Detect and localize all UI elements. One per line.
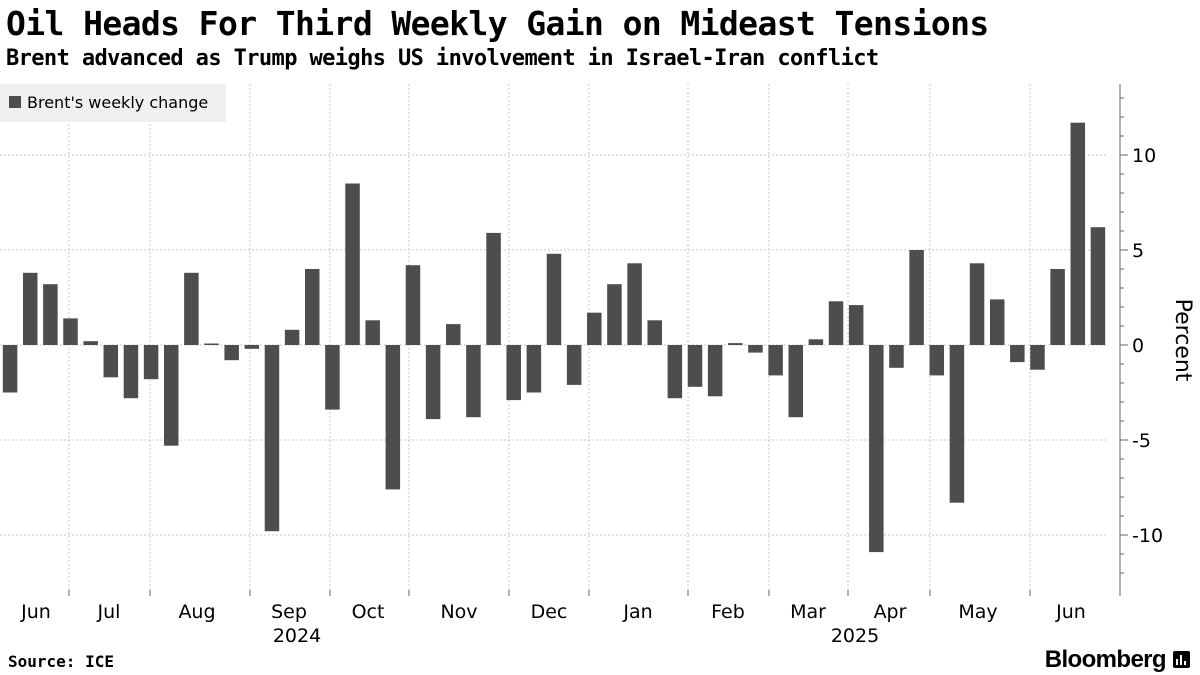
x-year-label: 2024 <box>273 625 321 647</box>
x-tick-label: Jun <box>1055 601 1086 623</box>
y-axis: 10 5 0 -5 -10 <box>1119 84 1163 596</box>
gridlines <box>0 84 1108 596</box>
bar <box>22 272 38 345</box>
legend: Brent's weekly change <box>0 84 226 122</box>
bars <box>2 122 1106 553</box>
bar <box>123 345 139 399</box>
bar <box>405 265 421 345</box>
bar <box>667 345 683 399</box>
bar <box>506 345 521 401</box>
bar <box>244 345 260 349</box>
bar <box>566 345 582 385</box>
legend-label: Brent's weekly change <box>27 93 208 112</box>
bar <box>385 345 401 490</box>
bar <box>869 345 884 553</box>
bar <box>728 343 743 345</box>
chart-title: Oil Heads For Third Weekly Gain on Midea… <box>6 4 989 43</box>
bar <box>466 345 481 418</box>
x-tick-label: Feb <box>711 601 745 623</box>
bar <box>546 253 562 345</box>
bar <box>184 272 199 345</box>
y-tick-label: -5 <box>1132 430 1151 452</box>
x-tick-label: Nov <box>440 601 477 623</box>
chart-subtitle: Brent advanced as Trump weighs US involv… <box>6 46 879 71</box>
bar <box>848 305 864 345</box>
bar <box>909 250 924 345</box>
bar <box>647 320 662 345</box>
bar <box>365 320 380 345</box>
bar <box>224 345 239 361</box>
x-year-label: 2025 <box>831 625 879 647</box>
bar <box>43 284 58 345</box>
bar <box>929 345 945 376</box>
bar <box>63 318 78 345</box>
bar <box>163 345 179 446</box>
bar <box>808 339 824 345</box>
bar <box>1050 269 1065 345</box>
bar <box>768 345 783 376</box>
y-tick-label: 0 <box>1132 335 1144 357</box>
x-tick-label: Jul <box>97 601 121 623</box>
x-axis: Jun Jul Aug Sep Oct Nov Dec Jan Feb Mar Apr May Jun 2… <box>20 590 1086 647</box>
x-tick-label: Dec <box>531 601 568 623</box>
bar <box>687 345 703 387</box>
x-tick-label: Sep <box>271 601 307 623</box>
bar <box>204 343 219 345</box>
legend-background <box>0 84 226 122</box>
bar <box>446 324 461 345</box>
source-note: Source: ICE <box>8 652 114 671</box>
y-tick-label: 10 <box>1132 145 1156 167</box>
y-axis-label: Percent <box>1170 299 1195 382</box>
bar <box>1010 345 1025 363</box>
bloomberg-logo: Bloomberg <box>1044 646 1167 673</box>
x-tick-label: Apr <box>874 601 907 623</box>
bar <box>707 345 723 397</box>
bar <box>526 345 542 393</box>
bar <box>103 345 119 378</box>
bar <box>627 263 642 345</box>
bloomberg-bars-icon <box>1173 651 1190 668</box>
x-tick-label: Jan <box>622 601 652 623</box>
x-tick-label: Oct <box>352 601 385 623</box>
bar <box>2 345 18 393</box>
y-tick-label: 5 <box>1132 240 1144 262</box>
bar <box>305 269 320 345</box>
bar <box>83 341 98 345</box>
bar <box>1030 345 1045 370</box>
bar <box>949 345 965 503</box>
bar <box>1070 122 1086 345</box>
bar <box>607 284 622 345</box>
bar <box>889 345 904 368</box>
bar <box>486 232 501 345</box>
bar <box>748 345 763 353</box>
x-tick-label: Aug <box>178 601 215 623</box>
y-tick-label: -10 <box>1132 525 1163 547</box>
bar <box>1090 227 1106 345</box>
bar <box>143 345 159 380</box>
bar <box>969 263 985 345</box>
bar <box>284 329 300 345</box>
bar <box>425 345 441 420</box>
bar <box>989 299 1005 345</box>
x-tick-label: May <box>958 601 997 623</box>
bar <box>325 345 340 410</box>
bar <box>345 183 360 345</box>
bar <box>828 301 844 345</box>
bar <box>788 345 803 418</box>
x-tick-label: Mar <box>790 601 826 623</box>
bar <box>264 345 280 532</box>
bar <box>587 312 602 345</box>
x-tick-label: Jun <box>20 601 51 623</box>
legend-swatch <box>9 96 21 108</box>
